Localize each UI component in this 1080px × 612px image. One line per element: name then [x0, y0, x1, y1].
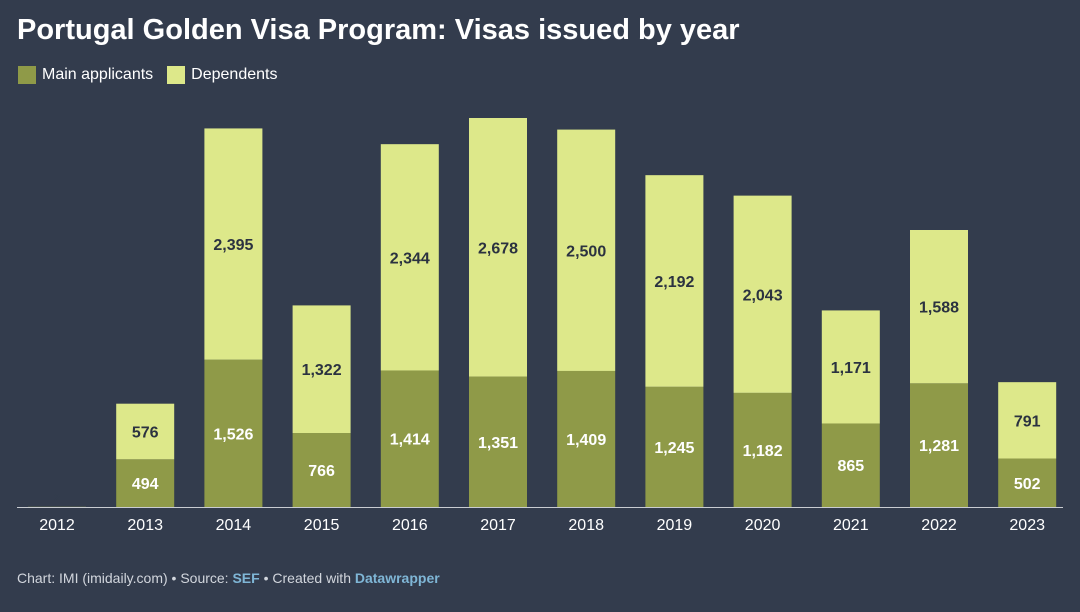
- x-tick-label-2020: 2020: [745, 517, 781, 534]
- data-label-dependents-2023: 791: [1014, 413, 1041, 430]
- x-tick-label-2019: 2019: [657, 517, 693, 534]
- bar-dependents-2021: [821, 310, 880, 424]
- data-label-dependents-2021: 1,171: [831, 360, 871, 377]
- legend-swatch-dependents: [167, 66, 186, 84]
- data-label-main-applicants-2013: 494: [132, 476, 159, 493]
- chart-legend: Main applicants Dependents: [18, 66, 291, 84]
- bar-main-applicants-2019: [645, 386, 704, 507]
- bar-main-applicants-2020: [733, 392, 792, 507]
- data-label-main-applicants-2015: 766: [308, 463, 335, 480]
- legend-label-main-applicants: Main applicants: [42, 66, 154, 83]
- bar-main-applicants-2021: [821, 423, 880, 507]
- x-tick-label-2012: 2012: [39, 517, 75, 534]
- bar-dependents-2019: [645, 175, 704, 387]
- footer-created-with: • Created with: [259, 570, 355, 586]
- footer-credit: Chart: IMI (imidaily.com) • Source:: [17, 570, 233, 586]
- bar-dependents-2020: [733, 195, 792, 393]
- legend-swatch-main-applicants: [18, 66, 36, 84]
- data-label-main-applicants-2022: 1,281: [919, 438, 959, 455]
- data-label-main-applicants-2019: 1,245: [654, 440, 694, 457]
- bar-main-applicants-2018: [557, 370, 616, 507]
- data-label-main-applicants-2012: 2: [54, 493, 60, 504]
- data-label-dependents-2020: 2,043: [743, 287, 783, 304]
- x-tick-label-2013: 2013: [127, 517, 163, 534]
- bar-dependents-2017: [469, 118, 527, 377]
- bar-dependents-2023: [998, 382, 1057, 459]
- data-label-dependents-2015: 1,322: [302, 362, 342, 379]
- legend-item-main-applicants: Main applicants: [18, 66, 153, 84]
- datawrapper-link[interactable]: Datawrapper: [354, 570, 440, 586]
- bar-dependents-2016: [380, 144, 439, 371]
- data-label-main-applicants-2020: 1,182: [743, 443, 783, 460]
- data-label-main-applicants-2018: 1,409: [566, 432, 606, 449]
- data-label-main-applicants-2016: 1,414: [390, 432, 430, 449]
- data-label-main-applicants-2014: 1,526: [213, 426, 253, 443]
- legend-item-dependents: Dependents: [167, 66, 277, 84]
- bar-main-applicants-2017: [469, 376, 527, 507]
- bar-dependents-2015: [292, 305, 351, 434]
- data-label-main-applicants-2023: 502: [1014, 476, 1041, 493]
- data-label-dependents-2016: 2,344: [390, 250, 430, 267]
- chart-title: Portugal Golden Visa Program: Visas issu…: [17, 14, 740, 46]
- data-label-dependents-2018: 2,500: [566, 243, 606, 260]
- x-tick-label-2015: 2015: [304, 517, 340, 534]
- data-label-dependents-2017: 2,678: [478, 240, 518, 257]
- source-link[interactable]: SEF: [232, 570, 260, 586]
- data-label-dependents-2019: 2,192: [654, 274, 694, 291]
- bar-main-applicants-2022: [910, 383, 968, 507]
- data-label-dependents-2014: 2,395: [213, 237, 253, 254]
- x-tick-label-2017: 2017: [480, 517, 516, 534]
- x-tick-label-2014: 2014: [216, 517, 252, 534]
- bar-main-applicants-2015: [292, 433, 351, 507]
- bar-main-applicants-2016: [380, 370, 439, 507]
- bar-main-applicants-2023: [998, 458, 1057, 507]
- x-tick-label-2022: 2022: [921, 517, 957, 534]
- data-label-dependents-2022: 1,588: [919, 300, 959, 317]
- bar-dependents-2018: [557, 129, 616, 371]
- bar-dependents-2022: [910, 229, 968, 384]
- x-tick-label-2018: 2018: [568, 517, 604, 534]
- data-label-dependents-2013: 576: [132, 424, 159, 441]
- legend-label-dependents: Dependents: [191, 66, 278, 83]
- x-tick-label-2023: 2023: [1009, 517, 1045, 534]
- bar-main-applicants-2013: [116, 459, 175, 507]
- data-label-main-applicants-2017: 1,351: [478, 435, 518, 452]
- x-tick-label-2016: 2016: [392, 517, 428, 534]
- bar-main-applicants-2014: [204, 359, 263, 507]
- x-tick-label-2021: 2021: [833, 517, 869, 534]
- bar-dependents-2013: [116, 403, 175, 460]
- bar-dependents-2014: [204, 128, 263, 360]
- data-label-main-applicants-2021: 865: [837, 458, 864, 475]
- chart-footer: Chart: IMI (imidaily.com) • Source: SEF …: [17, 570, 440, 586]
